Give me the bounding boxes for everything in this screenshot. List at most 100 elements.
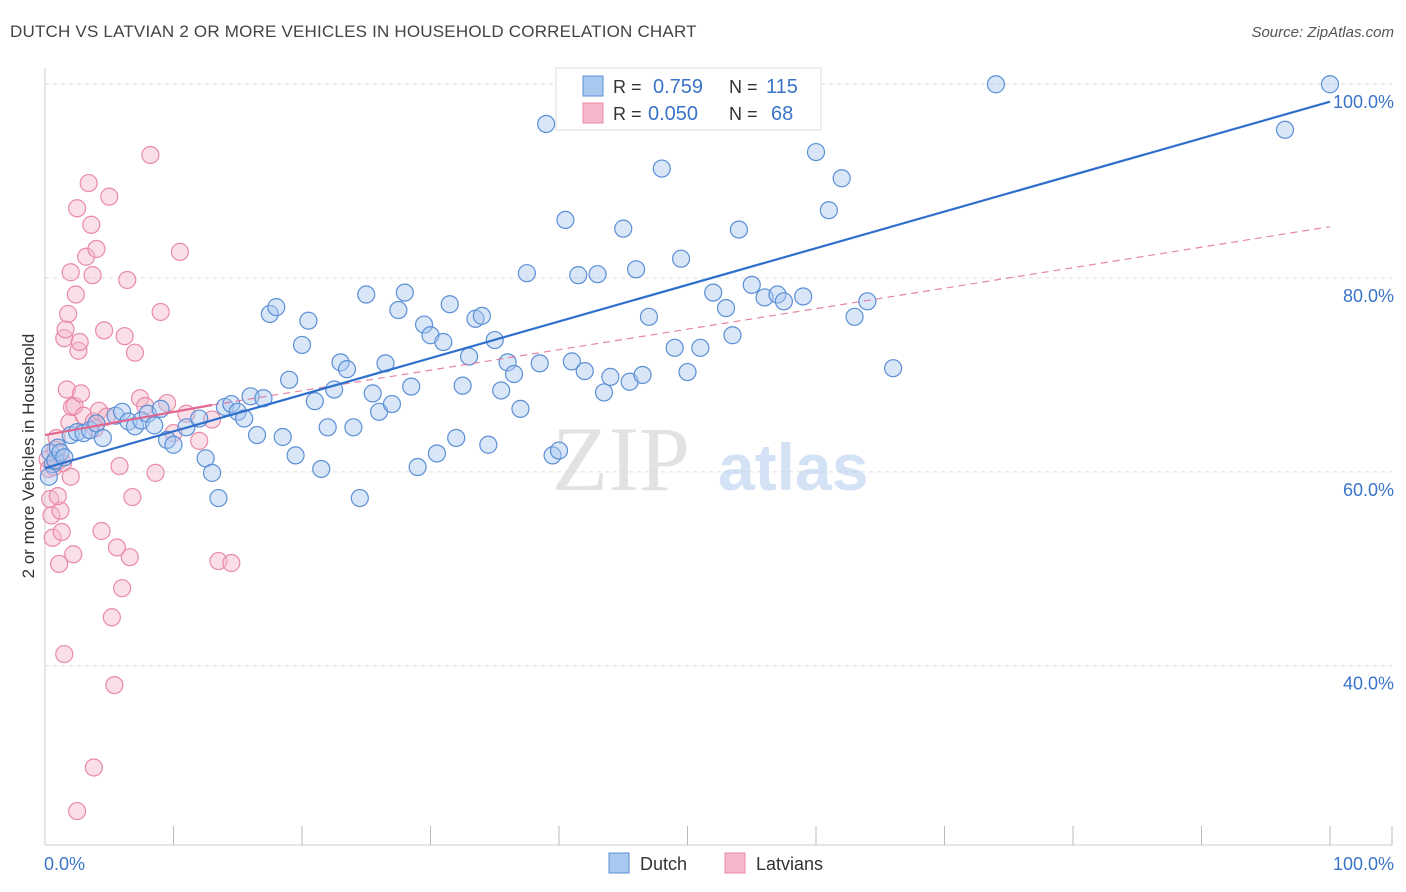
dutch-point-79 [556,210,575,230]
dutch-point-100 [742,275,761,294]
dutch-point-72 [504,364,524,384]
dutch-point-60 [427,444,447,463]
y-tick-labels: 40.0% 60.0% 80.0% 100.0% [1333,92,1394,693]
dutch-point-49 [357,285,376,304]
latvians-point-25 [70,332,89,352]
latvians-point-43 [110,456,129,476]
latvians-point-64 [84,758,103,777]
dutch-point-112 [1275,120,1295,139]
dutch-point-75 [530,354,549,373]
dutch-points [39,75,1340,508]
legend-swatch-latvians [582,102,604,124]
latvians-point-29 [79,173,98,193]
dutch-point-38 [286,446,305,465]
latvians-point-30 [82,215,101,234]
dutch-point-48 [350,488,369,508]
chart-title: DUTCH VS LATVIAN 2 OR MORE VEHICLES IN H… [10,22,697,41]
dutch-point-21 [164,435,183,454]
latvians-point-42 [107,538,127,557]
dutch-point-90 [639,307,659,326]
dutch-point-53 [382,394,402,414]
dutch-point-99 [729,220,749,239]
legend-n-label-latvians: N = [729,104,758,124]
dutch-point-86 [614,219,633,238]
dutch-point-84 [594,383,614,402]
watermark-atlas: atlas [718,430,868,504]
latvians-point-52 [141,145,160,165]
dutch-point-37 [280,370,299,389]
dutch-point-26 [209,488,228,508]
dutch-point-80 [562,352,581,371]
legend-n-value-latvians: 68 [771,103,793,125]
dutch-point-97 [716,298,736,318]
watermark-zip: ZIP [552,408,690,510]
legend-bottom-swatch-latvians [724,852,746,874]
dutch-point-50 [363,384,382,403]
dutch-point-96 [704,283,723,302]
latvians-point-40 [102,608,121,627]
legend-r-value-dutch: 0.759 [653,76,703,98]
latvians-point-45 [115,327,134,346]
dutch-point-57 [408,457,427,477]
latvians-point-66 [48,487,67,506]
latvians-point-10 [51,501,70,520]
dutch-point-61 [434,332,453,352]
y-tick-label-80: 80.0% [1343,286,1394,306]
trendlines [44,100,1331,470]
dutch-point-102 [768,285,787,304]
legend-series: Dutch Latvians [608,852,823,874]
y-tick-label-40: 40.0% [1343,674,1394,694]
dutch-point-40 [299,311,318,330]
dutch-point-32 [247,425,267,445]
dutch-point-107 [832,169,851,188]
dutch-point-42 [312,459,331,479]
dutch-point-114 [39,467,58,486]
latvians-trendline [44,403,213,437]
x-tick-label-100: 100.0% [1333,854,1394,874]
latvians-point-39 [100,187,119,206]
latvians-point-34 [87,239,106,259]
latvians-point-48 [123,487,142,507]
latvians-point-11 [52,522,71,542]
latvians-point-59 [190,431,209,450]
dutch-point-95 [691,338,710,357]
dutch-point-70 [492,381,511,400]
dutch-point-110 [883,359,903,378]
legend-r-value-latvians: 0.050 [648,103,698,125]
dutch-point-41 [305,392,324,411]
dutch-point-54 [389,300,408,320]
latvians-point-47 [120,548,139,567]
dutch-point-85 [601,367,620,387]
latvians-point-4 [43,528,62,547]
legend-n-value-dutch: 115 [766,76,798,98]
dutch-point-39 [292,335,312,355]
dutch-point-35 [267,298,286,317]
dutch-trendline [44,100,1331,470]
dutch-point-3 [48,438,67,457]
dutch-point-111 [986,75,1006,94]
latvians-point-37 [95,321,114,340]
latvians-point-54 [151,302,170,322]
latvians-point-31 [83,266,102,285]
latvians-point-16 [59,304,78,324]
latvians-point-3 [42,506,61,525]
latvians-point-44 [112,579,132,598]
dutch-point-91 [652,159,671,178]
dutch-point-34 [260,304,279,324]
gridlines [45,83,1392,667]
y-tick-label-100: 100.0% [1333,92,1394,112]
legend-n-label-dutch: N = [729,77,758,97]
dutch-point-46 [337,360,357,379]
latvians-point-36 [92,521,111,541]
dutch-point-18 [145,416,164,435]
dutch-point-103 [774,292,793,311]
latvians-point-63 [55,644,74,664]
latvians-point-15 [57,380,76,399]
dutch-point-29 [228,402,247,421]
dutch-point-73 [511,399,530,418]
dutch-point-108 [845,307,864,326]
dutch-point-78 [549,441,569,460]
legend-bottom-label-dutch: Dutch [640,854,687,874]
axes [44,68,1392,846]
